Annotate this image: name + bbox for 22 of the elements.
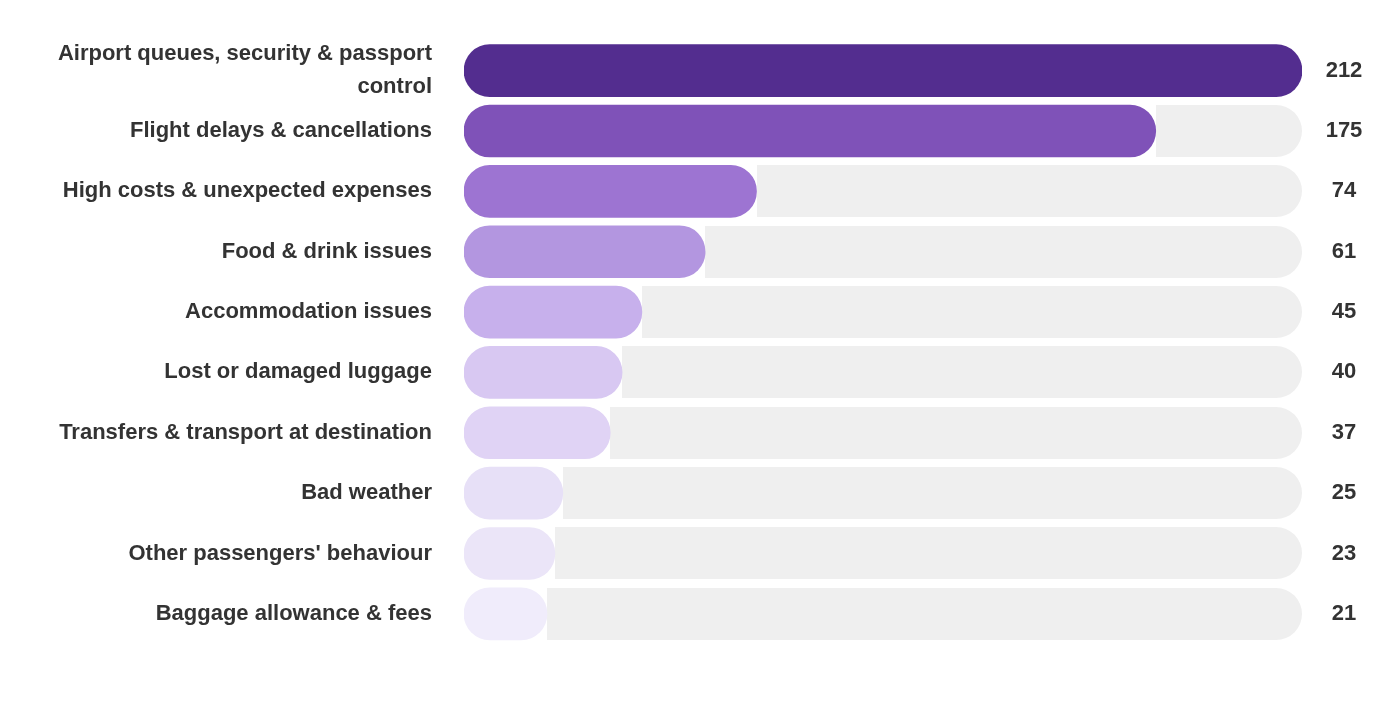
y-tick-label: Food & drink issues — [221, 237, 432, 263]
data-label: 175 — [1325, 117, 1363, 143]
data-label: 40 — [1331, 358, 1357, 384]
y-tick-label: Baggage allowance & fees — [155, 599, 432, 625]
y-tick-label: Accommodation issues — [185, 298, 432, 324]
y-tick-label: Lost or damaged luggage — [164, 358, 432, 384]
y-tick-label: Other passengers' behaviour — [128, 539, 433, 565]
data-label: 25 — [1331, 479, 1357, 505]
data-label: 74 — [1331, 177, 1357, 203]
data-label: 45 — [1331, 298, 1357, 324]
bar — [464, 44, 1302, 98]
data-label: 23 — [1331, 539, 1357, 565]
bar — [464, 285, 643, 339]
y-tick-label: Transfers & transport at destination — [59, 418, 432, 444]
data-label: 37 — [1331, 418, 1357, 444]
data-label: 61 — [1331, 237, 1357, 263]
y-tick-label: Airport queues, security & passport control — [57, 40, 433, 99]
data-label: 21 — [1331, 599, 1357, 625]
data-label: 212 — [1325, 56, 1363, 82]
y-tick-label: High costs & unexpected expenses — [62, 177, 432, 203]
y-tick-label: Flight delays & cancellations — [130, 117, 432, 143]
y-tick-label: Bad weather — [301, 479, 433, 505]
